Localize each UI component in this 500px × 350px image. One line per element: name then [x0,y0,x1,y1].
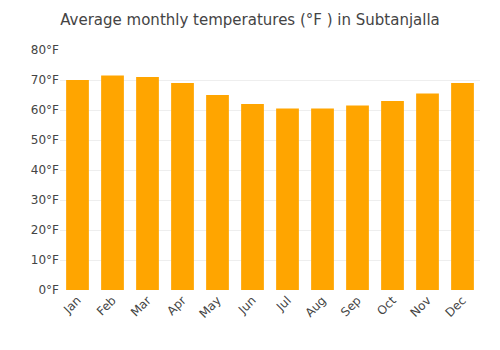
svg-text:30°F: 30°F [31,193,59,207]
svg-text:Jul: Jul [273,293,294,314]
svg-text:10°F: 10°F [31,253,59,267]
svg-text:Jun: Jun [235,293,259,317]
svg-text:Jan: Jan [60,293,84,317]
svg-text:Sep: Sep [338,293,364,319]
svg-text:0°F: 0°F [38,283,59,297]
svg-text:Nov: Nov [407,293,433,319]
svg-text:70°F: 70°F [31,73,59,87]
svg-text:Average monthly temperatures (: Average monthly temperatures (°F ) in Su… [60,11,440,29]
svg-text:Aug: Aug [302,293,328,319]
svg-text:Apr: Apr [164,293,189,318]
svg-text:Dec: Dec [443,293,469,319]
svg-text:50°F: 50°F [31,133,59,147]
svg-text:Oct: Oct [374,293,399,318]
svg-text:20°F: 20°F [31,223,59,237]
svg-text:40°F: 40°F [31,163,59,177]
svg-text:Mar: Mar [128,293,154,319]
svg-text:60°F: 60°F [31,103,59,117]
svg-text:Feb: Feb [94,293,119,318]
svg-text:80°F: 80°F [31,43,59,57]
svg-text:May: May [196,293,223,320]
